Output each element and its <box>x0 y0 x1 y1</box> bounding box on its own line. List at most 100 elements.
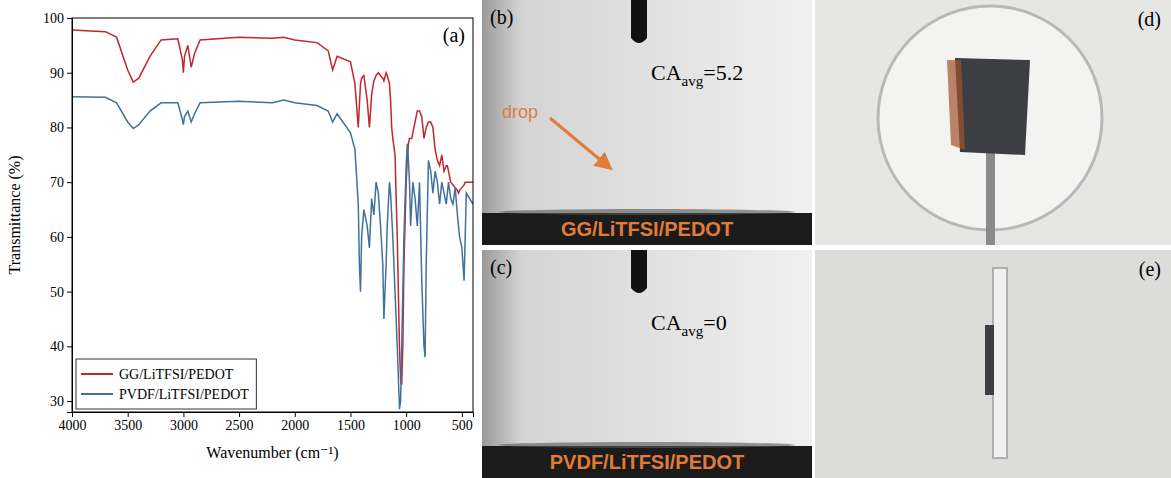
figure: 4000350030002500200015001000500304050607… <box>0 0 1171 478</box>
x-tick-label: 2000 <box>281 418 309 433</box>
photo-background <box>482 0 812 245</box>
sample <box>985 325 994 395</box>
x-tick-label: 1500 <box>337 418 365 433</box>
x-tick: 2000 <box>281 412 309 433</box>
x-tick: 1000 <box>393 412 421 433</box>
contact-angle: CAavg=0 <box>651 310 727 339</box>
x-tick-label: 1000 <box>393 418 421 433</box>
legend-label: PVDF/LiTFSI/PEDOT <box>119 387 249 402</box>
legend: GG/LiTFSI/PEDOT PVDF/LiTFSI/PEDOT <box>76 359 256 409</box>
y-tick-label: 60 <box>50 230 64 245</box>
needle <box>631 0 647 43</box>
x-tick: 500 <box>452 412 473 433</box>
annotation: drop <box>502 102 538 122</box>
y-tick: 60 <box>50 230 72 245</box>
sample-label: PVDF/LiTFSI/PEDOT <box>550 451 744 473</box>
x-tick-mark <box>239 412 240 417</box>
y-tick: 90 <box>50 66 72 81</box>
substrate <box>482 213 812 245</box>
y-tick: 100 <box>43 11 72 26</box>
ca-relation: = <box>703 60 715 85</box>
stain <box>947 60 965 150</box>
x-tick: 1500 <box>337 412 365 433</box>
ca-symbol: CA <box>651 310 682 335</box>
plot-frame <box>72 18 473 412</box>
ca-value: 0 <box>716 310 727 335</box>
annotation-arrow <box>550 118 610 168</box>
panel-label: (c) <box>490 256 512 279</box>
x-tick-mark <box>128 412 129 417</box>
x-tick-label: 2500 <box>226 418 254 433</box>
x-tick-label: 3000 <box>170 418 198 433</box>
photo-background <box>815 250 1171 478</box>
panel-label: (b) <box>490 6 513 29</box>
x-tick: 3500 <box>114 412 142 433</box>
photo-panel: CAavg=0 PVDF/LiTFSI/PEDOT (c) <box>482 250 812 478</box>
y-tick: 40 <box>50 339 72 354</box>
plot-lines <box>72 30 473 409</box>
ca-subscript: avg <box>682 73 704 89</box>
y-tick: 80 <box>50 120 72 135</box>
legend-swatch <box>81 393 113 395</box>
y-tick-mark <box>67 18 72 19</box>
panel-label: (e) <box>1139 258 1161 281</box>
drop-shape <box>499 442 796 448</box>
x-tick: 3000 <box>170 412 198 433</box>
ca-value: 5.2 <box>716 60 744 85</box>
drop-shape <box>499 209 796 215</box>
series-line <box>72 97 473 409</box>
handle <box>986 150 995 245</box>
photo-panel: (d) <box>815 0 1171 245</box>
ca-relation: = <box>703 310 715 335</box>
legend-item: PVDF/LiTFSI/PEDOT <box>81 387 249 402</box>
y-tick-mark <box>67 182 72 183</box>
x-tick: 2500 <box>226 412 254 433</box>
y-tick-mark <box>67 73 72 74</box>
y-axis-line <box>67 19 73 413</box>
y-tick-label: 100 <box>43 11 64 26</box>
x-tick-mark <box>462 412 463 417</box>
y-tick: 50 <box>50 285 72 300</box>
chart-a: 4000 3500 3000 2500 2000 1500 1000 500 30 40 50 60 7… <box>6 11 474 462</box>
photo-panel: (e) <box>815 250 1171 478</box>
y-tick-label: 80 <box>50 120 64 135</box>
x-tick-label: 500 <box>452 418 473 433</box>
y-tick: 30 <box>50 394 72 409</box>
x-tick-mark <box>183 412 184 417</box>
x-tick-label: 3500 <box>114 418 142 433</box>
legend-swatch <box>81 373 113 375</box>
x-tick-label: 4000 <box>59 418 87 433</box>
y-tick-label: 90 <box>50 66 64 81</box>
x-tick-mark <box>295 412 296 417</box>
y-tick-label: 50 <box>50 285 64 300</box>
series-line <box>72 30 473 385</box>
petri-dish <box>993 268 1007 458</box>
y-tick-mark <box>67 237 72 238</box>
x-tick-mark <box>406 412 407 417</box>
ca-symbol: CA <box>651 60 682 85</box>
substrate <box>482 446 812 478</box>
y-axis-title: Transmittance (%) <box>6 156 24 275</box>
y-tick-mark <box>67 127 72 128</box>
x-axis: 4000 3500 3000 2500 2000 1500 1000 500 <box>59 412 474 433</box>
contact-angle: CAavg=5.2 <box>651 60 743 89</box>
y-tick-mark <box>67 401 72 402</box>
y-tick-mark <box>67 292 72 293</box>
y-tick: 70 <box>50 175 72 190</box>
legend-item: GG/LiTFSI/PEDOT <box>81 367 234 382</box>
x-tick: 4000 <box>59 412 87 433</box>
y-tick-label: 40 <box>50 339 64 354</box>
photo-background <box>482 250 812 478</box>
legend-label: GG/LiTFSI/PEDOT <box>119 367 234 382</box>
x-tick-mark <box>350 412 351 417</box>
y-axis: 30 40 50 60 70 80 90 100 <box>43 11 73 413</box>
needle <box>631 250 647 293</box>
photo-background <box>815 0 1171 245</box>
sample <box>955 58 1030 155</box>
panel-label: (a) <box>443 24 465 47</box>
sample-label: GG/LiTFSI/PEDOT <box>561 218 733 240</box>
x-axis-title: Wavenumber (cm⁻¹) <box>206 444 338 462</box>
panel-label: (d) <box>1138 8 1161 31</box>
x-axis-line <box>73 413 474 418</box>
ca-subscript: avg <box>682 323 704 339</box>
